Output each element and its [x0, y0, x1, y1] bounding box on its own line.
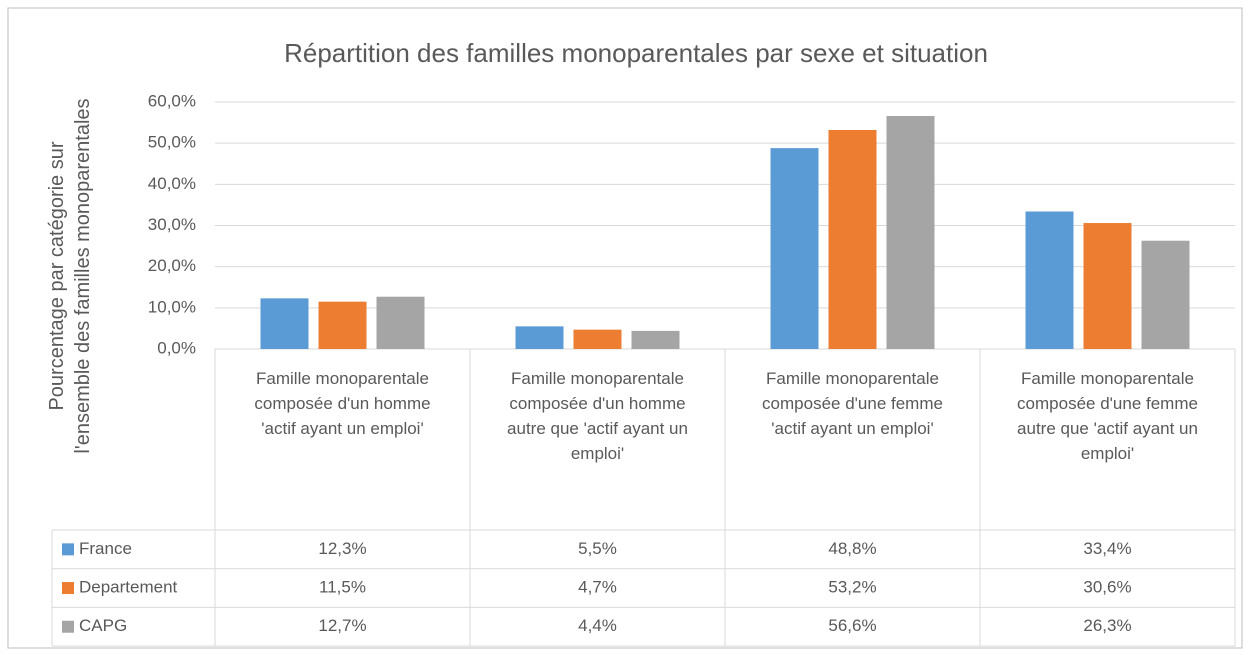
y-axis-title-line: l'ensemble des familles monoparentales	[72, 98, 94, 454]
bar	[828, 129, 877, 349]
value-label: 53,2%	[828, 578, 876, 597]
value-label: 4,7%	[578, 578, 617, 597]
legend-key	[62, 582, 74, 595]
category-label: Famille monoparentale composée d'une fem…	[1017, 369, 1198, 463]
value-label: 11,5%	[319, 578, 366, 597]
y-tick-label: 50,0%	[148, 133, 196, 152]
y-tick-label: 40,0%	[148, 174, 196, 193]
legend-label: CAPG	[79, 616, 127, 635]
value-label: 5,5%	[578, 539, 617, 558]
value-label: 33,4%	[1083, 539, 1131, 558]
chart-title: Répartition des familles monoparentales …	[284, 38, 988, 68]
category-label: Famille monoparentale composée d'un homm…	[254, 369, 431, 438]
category-label: Famille monoparentale composée d'une fem…	[762, 369, 943, 438]
y-axis-title-line: Pourcentage par catégorie sur	[46, 141, 68, 411]
legend-key	[62, 543, 74, 556]
legend-label: France	[79, 539, 132, 558]
y-tick-label: 60,0%	[148, 91, 196, 110]
category-label: Famille monoparentale composée d'un homm…	[507, 369, 688, 463]
bar	[886, 115, 935, 349]
bar	[260, 298, 309, 349]
legend-key	[62, 620, 74, 633]
value-label: 56,6%	[828, 616, 876, 635]
value-label: 26,3%	[1083, 616, 1131, 635]
bar	[1083, 223, 1132, 349]
legend-label: Departement	[79, 578, 178, 597]
y-axis-title: Pourcentage par catégorie sur l'ensemble…	[44, 36, 96, 516]
bar	[1025, 211, 1074, 349]
y-tick-label: 20,0%	[148, 256, 196, 275]
value-label: 12,3%	[318, 539, 366, 558]
bar	[573, 329, 622, 349]
y-tick-label: 10,0%	[148, 297, 196, 316]
value-label: 4,4%	[578, 616, 617, 635]
bar	[631, 330, 680, 349]
y-tick-label: 30,0%	[148, 215, 196, 234]
bar	[376, 296, 425, 349]
value-label: 30,6%	[1083, 578, 1131, 597]
value-label: 12,7%	[318, 616, 366, 635]
y-tick-label: 0,0%	[157, 338, 196, 357]
value-label: 48,8%	[828, 539, 876, 558]
bar	[318, 301, 367, 349]
bar	[1141, 240, 1190, 349]
bar	[770, 148, 819, 349]
bar	[515, 326, 564, 349]
chart-border	[7, 7, 1243, 649]
